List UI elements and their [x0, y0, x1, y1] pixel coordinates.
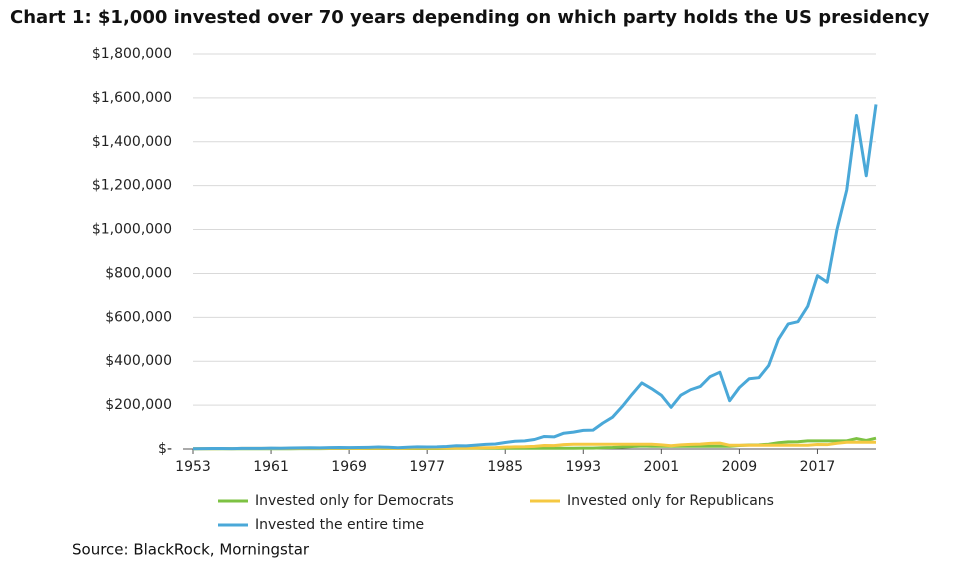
y-tick-label: $600,000 — [105, 309, 172, 325]
x-tick-label: 1977 — [409, 459, 445, 475]
x-tick-label: 1961 — [253, 459, 289, 475]
legend-label: Invested only for Democrats — [255, 493, 454, 509]
x-tick-label: 2001 — [644, 459, 680, 475]
x-tick-label: 1993 — [565, 459, 601, 475]
y-tick-label: $1,200,000 — [92, 178, 172, 194]
x-tick-label: 2017 — [800, 459, 836, 475]
chart-title: Chart 1: $1,000 invested over 70 years d… — [10, 7, 930, 28]
source: Source: BlackRock, Morningstar — [72, 541, 310, 559]
y-tick-label: $1,400,000 — [92, 134, 172, 150]
legend-label: Invested only for Republicans — [567, 493, 774, 509]
y-tick-label: $1,600,000 — [92, 90, 172, 106]
series-line — [192, 104, 878, 451]
x-tick-label: 1985 — [487, 459, 523, 475]
y-tick-label: $1,000,000 — [92, 222, 172, 238]
y-tick-label: $200,000 — [105, 397, 172, 413]
y-tick-label: $- — [158, 441, 172, 457]
x-tick-label: 1969 — [331, 459, 367, 475]
y-tick-label: $800,000 — [105, 265, 172, 281]
x-tick-label: 1953 — [175, 459, 211, 475]
y-tick-label: $400,000 — [105, 353, 172, 369]
x-tick-label: 2009 — [722, 459, 758, 475]
y-tick-label: $1,800,000 — [92, 46, 172, 62]
legend-label: Invested the entire time — [255, 517, 424, 533]
